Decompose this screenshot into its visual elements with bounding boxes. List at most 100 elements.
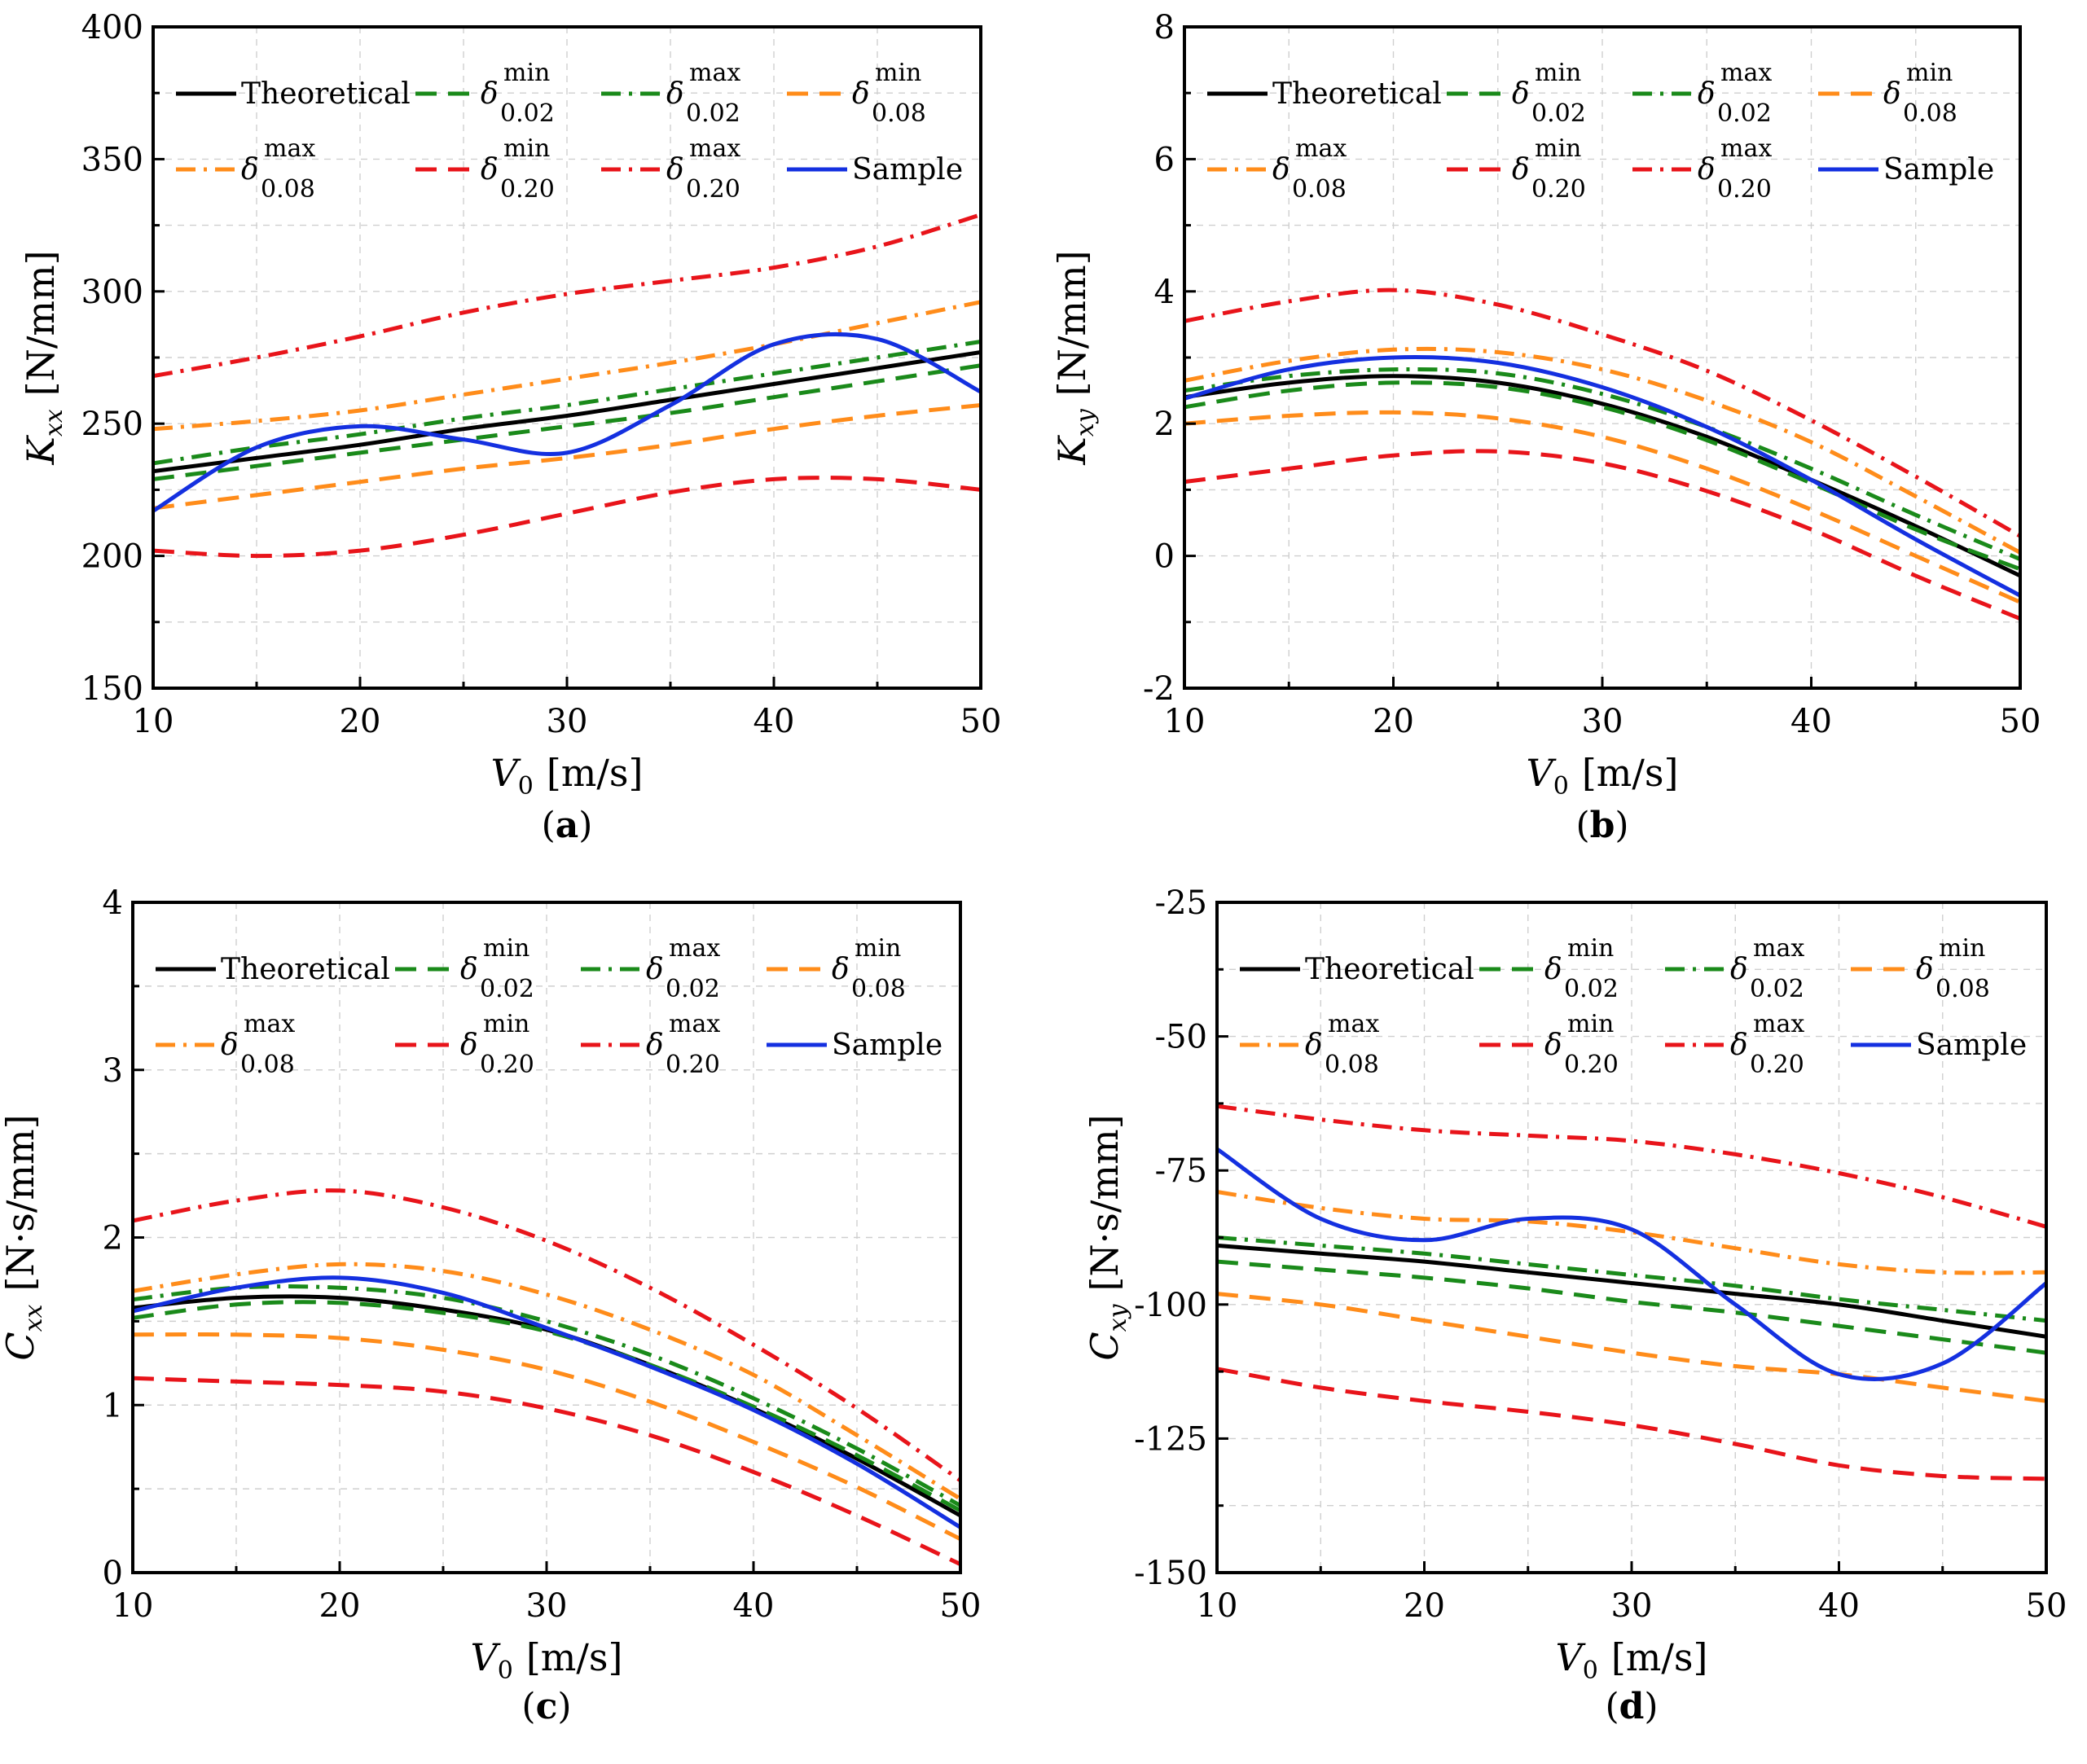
legend-entry-theoretical: Theoretical xyxy=(1207,77,1442,111)
series-line-d020max xyxy=(1217,1104,2046,1229)
y-axis-subscript: xy xyxy=(1071,408,1100,437)
series-line-sample xyxy=(1217,1147,2046,1382)
legend-entry-sample: Sample xyxy=(787,153,963,186)
series-line-d002min xyxy=(1217,1259,2046,1355)
x-tick-label: 40 xyxy=(733,1587,775,1625)
y-tick-label: 2 xyxy=(1154,406,1175,443)
x-axis-title: V0 [m/s] xyxy=(1556,1635,1708,1685)
panel-caption-letter: c xyxy=(536,1686,558,1727)
legend-subscript: 0.02 xyxy=(686,99,740,128)
x-axis-title: V0 [m/s] xyxy=(471,1635,623,1685)
legend-superscript: max xyxy=(689,59,740,87)
panel-caption-letter: d xyxy=(1619,1686,1645,1727)
y-tick-label: -2 xyxy=(1143,670,1175,708)
series-line-theoretical xyxy=(153,350,981,474)
legend-superscript: max xyxy=(244,1010,295,1038)
legend-subscript: 0.20 xyxy=(500,175,555,204)
legend-symbol: δ xyxy=(1730,1029,1748,1062)
legend-subscript: 0.02 xyxy=(666,975,720,1003)
x-axis-unit: [m/s] xyxy=(526,1635,623,1679)
panel-caption: (a) xyxy=(542,805,593,846)
series-line-d008min xyxy=(153,403,981,511)
legend-subscript: 0.08 xyxy=(1292,175,1347,204)
legend-subscript: 0.20 xyxy=(1750,1051,1804,1079)
y-tick-label: 2 xyxy=(103,1220,123,1257)
legend: Theoretical δmin0.02δmax0.02δmin0.08δmax0… xyxy=(1240,934,2027,1079)
legend-subscript: 0.08 xyxy=(1935,975,1990,1003)
x-tick-label: 20 xyxy=(1404,1587,1445,1625)
legend-superscript: min xyxy=(1567,1010,1614,1038)
legend-superscript: max xyxy=(1753,1010,1804,1038)
x-axis-title: V0 [m/s] xyxy=(1527,751,1679,801)
legend-superscript: min xyxy=(1535,59,1581,87)
series-line-d002max xyxy=(1217,1235,2046,1323)
legend-subscript: 0.08 xyxy=(1903,99,1957,128)
series-line-d020max xyxy=(1184,287,2020,538)
legend-entry-theoretical: Theoretical xyxy=(156,953,390,986)
legend-superscript: min xyxy=(503,59,550,87)
legend-subscript: 0.20 xyxy=(1531,175,1586,204)
legend-subscript: 0.02 xyxy=(1531,99,1586,128)
legend-subscript: 0.08 xyxy=(851,975,906,1003)
legend-entry-sample: Sample xyxy=(767,1029,942,1062)
y-tick-label: 0 xyxy=(103,1555,123,1592)
series-line-d008max xyxy=(153,300,981,432)
legend-subscript: 0.02 xyxy=(500,99,555,128)
legend-symbol: δ xyxy=(1305,1029,1323,1062)
x-axis-symbol: V xyxy=(1527,751,1558,795)
series-line-d008min xyxy=(1217,1292,2046,1403)
panel-caption: (b) xyxy=(1575,805,1628,846)
x-axis-subscript: 0 xyxy=(1553,772,1569,801)
legend-superscript: max xyxy=(669,1010,720,1038)
y-tick-label: -75 xyxy=(1155,1152,1207,1190)
legend-symbol: δ xyxy=(646,953,664,986)
legend-subscript: 0.08 xyxy=(872,99,926,128)
legend-subscript: 0.02 xyxy=(1750,975,1804,1003)
y-axis-title: Kxy [N/mm] xyxy=(1050,250,1100,465)
y-tick-label: 300 xyxy=(81,274,143,311)
y-axis-title: Cxy [N·s/mm] xyxy=(1083,1114,1132,1360)
x-tick-label: 40 xyxy=(1818,1587,1860,1625)
y-tick-label: 4 xyxy=(1154,274,1175,311)
legend-entry-theoretical: Theoretical xyxy=(176,77,411,111)
y-tick-label: 0 xyxy=(1154,538,1175,576)
panel-caption-open: ( xyxy=(521,1686,535,1727)
legend-subscript: 0.20 xyxy=(480,1051,534,1079)
x-tick-label: 50 xyxy=(940,1587,982,1625)
y-tick-label: -150 xyxy=(1134,1555,1207,1592)
legend-superscript: max xyxy=(1328,1010,1379,1038)
legend-subscript: 0.08 xyxy=(1325,1051,1379,1079)
series-line-d002min xyxy=(1184,380,2020,572)
legend-subscript: 0.20 xyxy=(666,1051,720,1079)
y-axis-unit: [N·s/mm] xyxy=(0,1114,42,1291)
legend-symbol: δ xyxy=(1916,953,1934,986)
legend-symbol: δ xyxy=(481,77,499,111)
legend-symbol: δ xyxy=(1698,153,1716,186)
y-tick-label: 150 xyxy=(81,670,143,708)
legend: Theoretical δmin0.02δmax0.02δmin0.08δmax0… xyxy=(156,934,942,1079)
series-line-d020min xyxy=(1184,449,2020,621)
legend-symbol: δ xyxy=(1544,1029,1562,1062)
series-line-d008min xyxy=(1184,410,2020,604)
y-axis-unit: [N/mm] xyxy=(1050,250,1094,396)
y-tick-label: 6 xyxy=(1154,141,1175,178)
panel-caption-close: ) xyxy=(578,805,592,846)
x-axis-subscript: 0 xyxy=(518,772,534,801)
legend-label: Theoretical xyxy=(1272,77,1442,111)
legend-symbol: δ xyxy=(1512,153,1530,186)
legend-symbol: δ xyxy=(1512,77,1530,111)
